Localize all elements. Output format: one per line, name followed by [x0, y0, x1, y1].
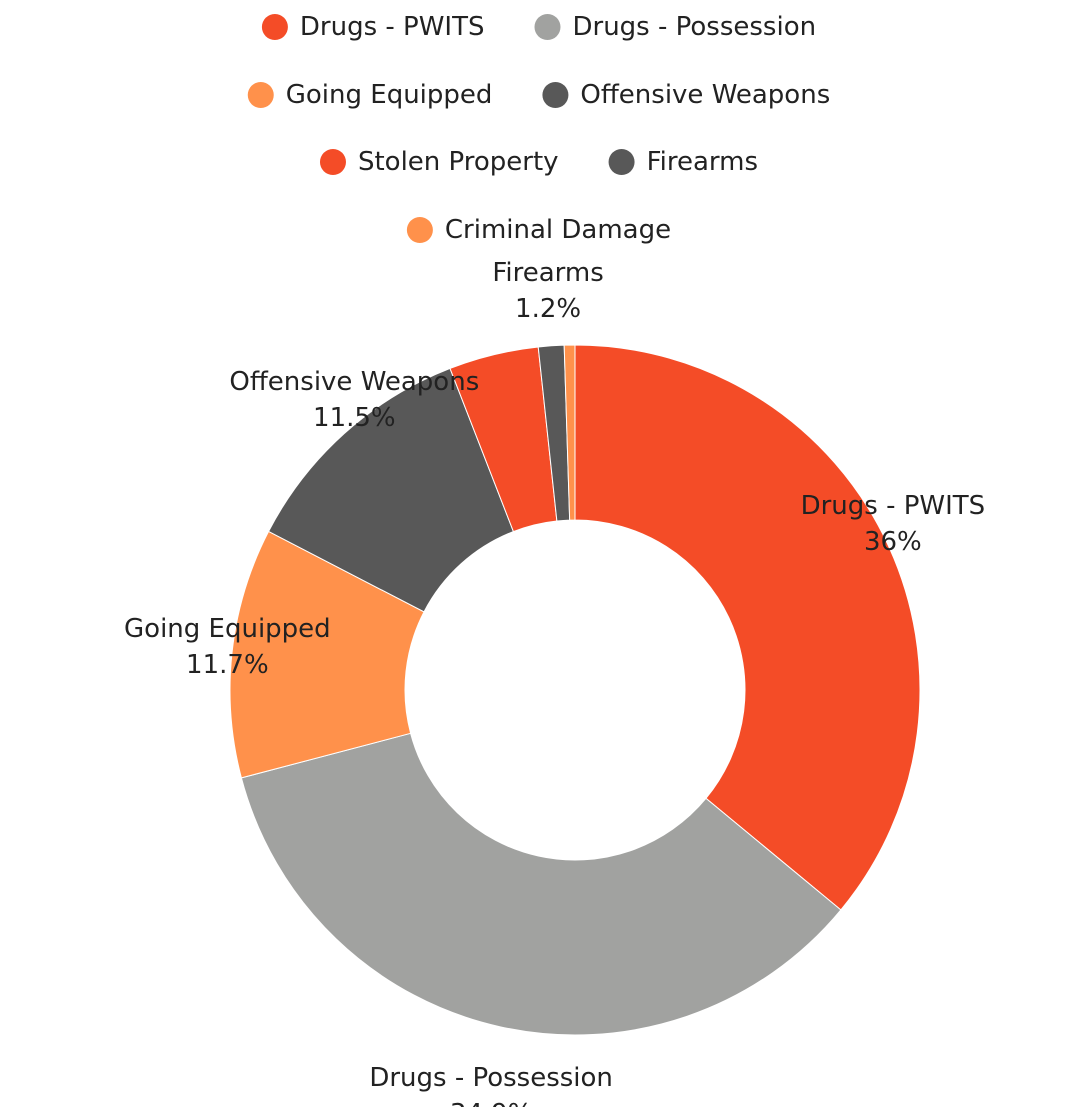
slice-drugs-pwits [574, 344, 921, 911]
legend-label-offensive-weapons: Offensive Weapons [580, 80, 830, 110]
slice-going-equipped [229, 530, 425, 779]
slice-label-value: 36% [864, 527, 922, 557]
legend-label-stolen-property: Stolen Property [358, 147, 559, 177]
slice-drugs-possession [240, 732, 842, 1036]
legend-item-firearms: Firearms [608, 147, 758, 177]
slice-label-name: Drugs - PWITS [801, 491, 986, 521]
slice-label-name: Offensive Weapons [229, 367, 479, 397]
slice-label-offensive-weapons: Offensive Weapons 11.5% [229, 367, 479, 433]
legend-item-criminal-damage: Criminal Damage [406, 215, 671, 245]
legend-item-drugs-possession: Drugs - Possession [534, 12, 816, 42]
legend-marker-firearms [608, 149, 635, 175]
legend-marker-offensive-weapons [542, 82, 569, 108]
legend-marker-drugs-possession [534, 14, 561, 40]
slice-label-name: Going Equipped [124, 614, 331, 644]
slices [229, 344, 921, 1036]
legend-item-drugs-pwits: Drugs - PWITS [261, 12, 485, 42]
legend-label-going-equipped: Going Equipped [286, 80, 493, 110]
legend-label-drugs-possession: Drugs - Possession [572, 12, 816, 42]
slice-label-drugs-possession: Drugs - Possession 34.9% [369, 1063, 613, 1111]
slice-label-name: Drugs - Possession [369, 1063, 613, 1093]
legend-item-stolen-property: Stolen Property [319, 147, 559, 177]
legend-marker-criminal-damage [406, 217, 433, 243]
legend: Drugs - PWITS Drugs - Possession Going Equ… [247, 12, 830, 245]
slice-label-value: 11.7% [186, 650, 269, 680]
slice-label-value: 34.9% [450, 1099, 533, 1107]
slice-label-value: 1.2% [515, 294, 581, 324]
slice-label-going-equipped: Going Equipped 11.7% [124, 614, 331, 680]
legend-marker-stolen-property [319, 149, 346, 175]
legend-item-going-equipped: Going Equipped [247, 80, 493, 110]
slice-label-value: 11.5% [313, 403, 396, 433]
legend-label-firearms: Firearms [647, 147, 758, 177]
slice-label-firearms: Firearms 1.2% [492, 258, 603, 324]
legend-item-offensive-weapons: Offensive Weapons [542, 80, 830, 110]
slice-offensive-weapons [267, 367, 515, 613]
legend-marker-going-equipped [247, 82, 274, 108]
slice-label-name: Firearms [492, 258, 603, 288]
slice-criminal-damage [563, 344, 576, 521]
slice-label-drugs-pwits: Drugs - PWITS 36% [801, 491, 986, 557]
legend-marker-drugs-pwits [261, 14, 288, 40]
legend-label-criminal-damage: Criminal Damage [445, 215, 671, 245]
legend-label-drugs-pwits: Drugs - PWITS [300, 12, 485, 42]
